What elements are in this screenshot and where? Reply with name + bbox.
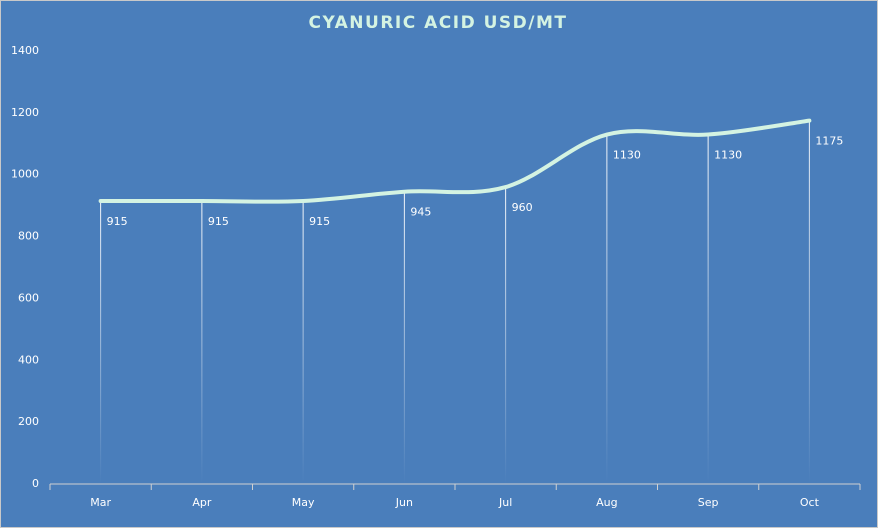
line	[98, 118, 812, 204]
data-label: 915	[309, 215, 330, 228]
x-tick-label: Jul	[498, 496, 512, 509]
drop-line	[100, 201, 102, 484]
y-tick-label: 400	[18, 353, 39, 366]
x-tick-label: Oct	[800, 496, 820, 509]
drop-line	[707, 134, 709, 484]
x-tick-label: Aug	[596, 496, 617, 509]
drop-line	[403, 191, 405, 484]
y-tick-label: 1400	[11, 44, 39, 57]
data-label: 1175	[815, 135, 843, 148]
y-tick-label: 0	[32, 477, 39, 490]
drop-line	[505, 187, 507, 485]
x-tick-label: Mar	[90, 496, 111, 509]
y-tick-label: 1200	[11, 106, 39, 119]
y-tick-label: 600	[18, 291, 39, 304]
y-tick-label: 800	[18, 230, 39, 243]
x-tick-label: Sep	[698, 496, 719, 509]
data-label: 1130	[714, 149, 742, 162]
data-label: 1130	[613, 149, 641, 162]
y-tick-label: 200	[18, 415, 39, 428]
x-tick-label: Jun	[395, 496, 413, 509]
y-tick-label: 1000	[11, 168, 39, 181]
drop-line	[201, 201, 203, 484]
data-label: 915	[107, 215, 128, 228]
drop-line	[808, 120, 810, 484]
data-label: 945	[410, 206, 431, 219]
x-tick-label: May	[292, 496, 315, 509]
chart-title: CYANURIC ACID USD/MT	[308, 13, 567, 33]
drop-line	[302, 201, 304, 484]
x-tick-label: Apr	[192, 496, 212, 509]
data-label: 960	[512, 201, 533, 214]
drop-line	[606, 134, 608, 484]
data-label: 915	[208, 215, 229, 228]
